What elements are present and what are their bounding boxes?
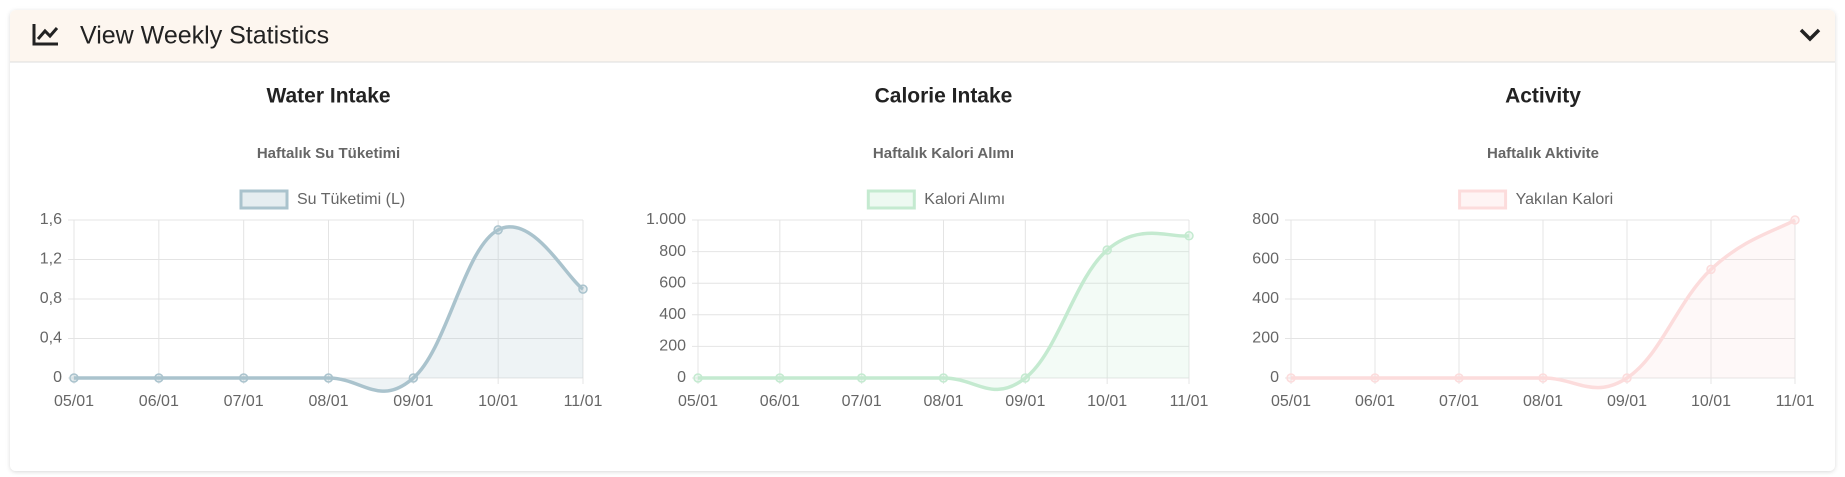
point — [1184, 231, 1194, 241]
legend-label: Su Tüketimi (L) — [297, 191, 405, 208]
y-tick-label: 200 — [1252, 330, 1279, 347]
legend-label: Kalori Alımı — [924, 191, 1005, 208]
point — [856, 373, 867, 383]
point — [1622, 373, 1632, 383]
y-tick-label: 400 — [659, 306, 686, 323]
line-area — [74, 226, 583, 392]
panel-heading: Calorie Intake — [875, 85, 1013, 108]
y-tick-label: 800 — [1252, 211, 1279, 228]
point — [938, 373, 949, 383]
point — [323, 373, 334, 383]
legend-label: Yakılan Kalori — [1516, 191, 1614, 208]
line-area — [698, 233, 1189, 390]
y-tick-label: 400 — [1252, 290, 1279, 307]
panel-heading: Activity — [1505, 85, 1581, 108]
x-tick-label: 07/01 — [224, 393, 264, 410]
point — [1020, 373, 1031, 383]
y-tick-label: 0 — [1270, 369, 1279, 386]
x-tick-label: 09/01 — [1005, 393, 1045, 410]
line — [73, 225, 585, 393]
x-tick-label: 09/01 — [1607, 393, 1647, 410]
point — [578, 284, 588, 294]
point — [1286, 373, 1296, 383]
point — [1790, 215, 1800, 225]
point — [693, 373, 703, 383]
line — [697, 231, 1190, 392]
y-tick-label: 600 — [1252, 251, 1279, 268]
header-title: View Weekly Statistics — [80, 22, 329, 50]
chart-title: Haftalık Kalori Alımı — [873, 145, 1014, 162]
y-tick-label: 0,8 — [40, 290, 62, 307]
line-area — [1291, 220, 1795, 388]
y-tick-label: 0,4 — [40, 330, 62, 347]
x-tick-label: 11/01 — [564, 393, 603, 410]
x-tick-label: 07/01 — [842, 393, 882, 410]
y-tick-label: 800 — [659, 243, 686, 260]
y-tick-label: 600 — [659, 274, 686, 291]
y-tick-label: 200 — [659, 338, 686, 355]
x-tick-label: 11/01 — [1776, 393, 1815, 410]
x-tick-label: 05/01 — [54, 393, 94, 410]
x-tick-label: 05/01 — [678, 393, 718, 410]
point — [493, 225, 503, 235]
x-tick-label: 06/01 — [760, 393, 800, 410]
x-tick-label: 06/01 — [139, 393, 179, 410]
collapse-chevron[interactable] — [1799, 28, 1821, 42]
y-tick-label: 1,6 — [40, 211, 62, 228]
point — [1538, 373, 1548, 383]
y-tick-label: 0 — [677, 369, 686, 386]
line — [1290, 218, 1796, 390]
x-tick-label: 08/01 — [1523, 393, 1563, 410]
x-tick-label: 05/01 — [1271, 393, 1311, 410]
chart-title: Haftalık Su Tüketimi — [257, 145, 400, 162]
legend-swatch — [1458, 189, 1508, 210]
y-tick-label: 0 — [53, 369, 62, 386]
point — [775, 373, 785, 383]
point — [238, 373, 249, 383]
x-tick-label: 09/01 — [393, 393, 433, 410]
x-tick-label: 10/01 — [1691, 393, 1731, 410]
point — [69, 373, 79, 383]
x-tick-label: 10/01 — [1087, 393, 1127, 410]
point — [154, 373, 164, 383]
legend-swatch — [239, 189, 289, 210]
panel-heading: Water Intake — [266, 85, 390, 108]
x-tick-label: 06/01 — [1355, 393, 1395, 410]
card-header[interactable] — [10, 10, 1835, 62]
chart-title: Haftalık Aktivite — [1487, 145, 1599, 162]
chart-icon — [32, 24, 59, 46]
x-tick-label: 07/01 — [1439, 393, 1479, 410]
point — [408, 373, 419, 383]
y-tick-label: 1.000 — [646, 211, 686, 228]
x-tick-label: 08/01 — [308, 393, 348, 410]
y-tick-label: 1,2 — [40, 251, 62, 268]
x-tick-label: 11/01 — [1170, 393, 1209, 410]
x-tick-label: 08/01 — [923, 393, 963, 410]
point — [1370, 373, 1380, 383]
point — [1102, 245, 1112, 255]
card — [10, 10, 1835, 471]
x-tick-label: 10/01 — [478, 393, 518, 410]
point — [1706, 264, 1716, 275]
point — [1454, 373, 1464, 383]
legend-swatch — [866, 189, 916, 210]
